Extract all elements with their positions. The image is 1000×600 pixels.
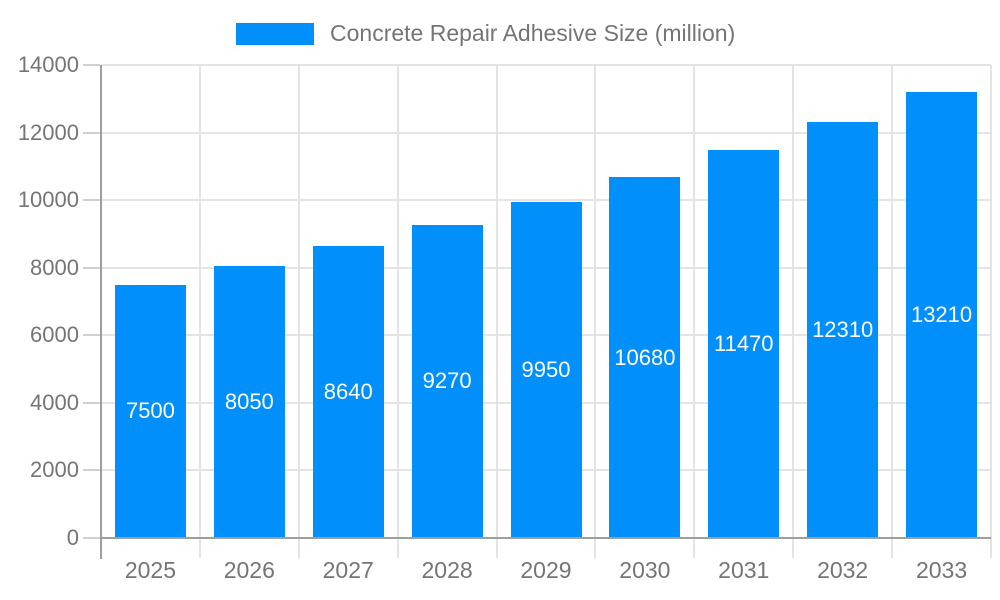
x-axis-label: 2026 — [223, 557, 275, 583]
bar-value-label: 8640 — [323, 379, 373, 405]
y-gridline — [101, 199, 991, 202]
y-axis-tick — [83, 401, 100, 404]
y-axis-label: 4000 — [30, 389, 79, 415]
x-gridline — [297, 65, 300, 538]
x-axis-tick — [198, 538, 201, 558]
y-axis-label: 2000 — [30, 457, 79, 483]
bar-value-label: 8050 — [224, 389, 274, 414]
x-axis-tick — [693, 538, 696, 558]
bar-value-label: 12310 — [812, 317, 874, 343]
x-axis-label: 2029 — [520, 557, 572, 583]
bar-2027: 8640 — [312, 246, 384, 538]
x-axis-label: 2025 — [124, 557, 177, 583]
bar-2025: 7500 — [114, 284, 186, 538]
bar-value-label: 13210 — [910, 301, 973, 327]
y-axis-label: 10000 — [17, 187, 79, 213]
x-axis-tick — [792, 538, 795, 558]
x-axis-tick — [297, 538, 300, 558]
x-axis-label: 2033 — [915, 557, 968, 583]
bar-2030: 10680 — [609, 177, 681, 538]
legend-marker-icon — [236, 22, 314, 45]
bar-value-label: 7500 — [125, 398, 175, 424]
y-axis-label: 6000 — [30, 322, 79, 348]
bar-2029: 9950 — [510, 201, 582, 538]
bar-value-label: 9950 — [521, 356, 571, 382]
y-axis-tick — [83, 266, 100, 269]
y-axis-line — [100, 65, 102, 559]
bar-2026: 8050 — [213, 266, 285, 538]
x-gridline — [198, 65, 201, 538]
y-axis-tick — [83, 334, 100, 337]
x-gridline — [891, 65, 894, 538]
x-axis-tick — [495, 538, 498, 558]
x-axis-tick — [990, 538, 992, 558]
x-gridline — [792, 65, 795, 538]
x-axis-line — [101, 537, 991, 539]
y-axis-label: 14000 — [17, 52, 79, 77]
x-gridline — [396, 65, 399, 538]
x-axis-tick — [891, 538, 894, 558]
x-axis-label: 2028 — [421, 557, 473, 583]
x-axis-label: 2030 — [619, 557, 671, 583]
x-axis-tick — [594, 538, 597, 558]
y-axis-label: 12000 — [17, 119, 79, 145]
bar-2032: 12310 — [807, 122, 879, 538]
y-axis-tick — [83, 199, 100, 202]
y-gridline — [101, 64, 991, 66]
bar-2028: 9270 — [411, 224, 483, 538]
x-gridline — [495, 65, 498, 538]
y-axis-tick — [83, 537, 100, 539]
y-axis-tick — [83, 64, 100, 66]
legend-label: Concrete Repair Adhesive Size (million) — [330, 20, 736, 46]
x-gridline — [990, 65, 992, 538]
bar-2033: 13210 — [906, 91, 978, 538]
x-gridline — [594, 65, 597, 538]
y-axis-tick — [83, 131, 100, 134]
y-axis-label: 0 — [66, 525, 79, 550]
x-axis-label: 2032 — [817, 557, 869, 583]
y-gridline — [101, 131, 991, 134]
y-axis-tick — [83, 469, 100, 472]
bar-value-label: 9270 — [422, 368, 472, 394]
y-axis-label: 8000 — [30, 254, 79, 280]
x-axis-label: 2031 — [718, 557, 770, 583]
x-gridline — [693, 65, 696, 538]
bar-value-label: 11470 — [713, 331, 774, 357]
bar-value-label: 10680 — [614, 344, 676, 370]
x-axis-label: 2027 — [322, 557, 374, 583]
legend-item[interactable]: Concrete Repair Adhesive Size (million) — [236, 20, 735, 47]
bar-2031: 11470 — [708, 150, 780, 538]
x-axis-tick — [396, 538, 399, 558]
